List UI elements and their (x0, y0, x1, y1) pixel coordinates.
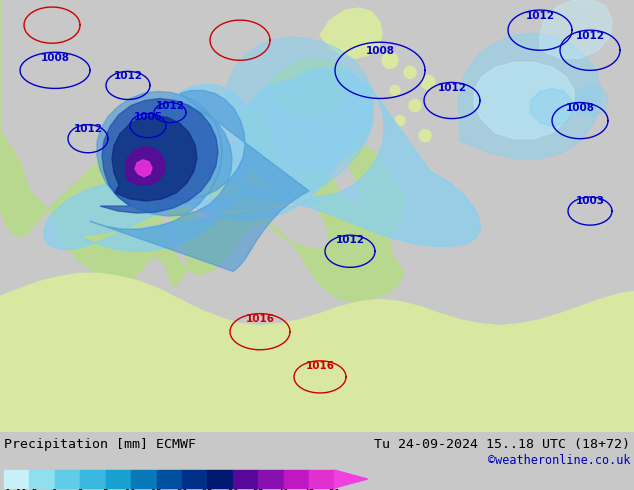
Bar (157, 470, 182, 488)
Text: 1012: 1012 (437, 83, 467, 93)
Polygon shape (574, 84, 608, 117)
Bar (207, 470, 233, 488)
Polygon shape (270, 58, 348, 117)
Polygon shape (0, 273, 634, 432)
Polygon shape (320, 8, 382, 58)
Text: 35: 35 (252, 489, 264, 490)
Text: Precipitation [mm] ECMWF: Precipitation [mm] ECMWF (4, 438, 196, 451)
Text: 1016: 1016 (245, 314, 275, 324)
Text: 0.1: 0.1 (4, 489, 22, 490)
Polygon shape (530, 89, 573, 126)
Bar (81, 470, 106, 488)
Text: 1012: 1012 (74, 124, 103, 134)
Text: 5: 5 (103, 489, 108, 490)
Polygon shape (0, 327, 634, 432)
Text: 30: 30 (227, 489, 238, 490)
Polygon shape (474, 62, 574, 139)
Polygon shape (0, 0, 405, 301)
Polygon shape (135, 160, 152, 177)
Polygon shape (125, 147, 165, 185)
Text: 1012: 1012 (113, 71, 143, 80)
Polygon shape (540, 0, 612, 58)
Polygon shape (334, 470, 368, 488)
Bar (258, 470, 283, 488)
Circle shape (390, 85, 400, 96)
Text: 0.5: 0.5 (20, 489, 38, 490)
Circle shape (395, 116, 405, 125)
Text: 1008: 1008 (41, 53, 70, 63)
Text: 1: 1 (52, 489, 58, 490)
Bar (182, 470, 207, 488)
Text: 1012: 1012 (155, 100, 184, 111)
Circle shape (382, 52, 398, 68)
Text: 20: 20 (176, 489, 188, 490)
Bar (131, 470, 157, 488)
Text: 1012: 1012 (335, 235, 365, 245)
Polygon shape (458, 33, 601, 159)
Bar (55, 470, 81, 488)
Text: 1016: 1016 (306, 361, 335, 370)
Text: 45: 45 (303, 489, 315, 490)
Polygon shape (160, 37, 374, 209)
Bar (106, 470, 131, 488)
Text: 15: 15 (151, 489, 162, 490)
Text: 25: 25 (202, 489, 213, 490)
Circle shape (404, 66, 416, 78)
Circle shape (421, 75, 435, 90)
Text: 10: 10 (125, 489, 137, 490)
Circle shape (419, 130, 431, 142)
Bar (4, 470, 29, 488)
Polygon shape (90, 91, 309, 271)
Text: 1012: 1012 (576, 31, 604, 41)
Bar (233, 470, 258, 488)
Text: Tu 24-09-2024 15..18 UTC (18+72): Tu 24-09-2024 15..18 UTC (18+72) (374, 438, 630, 451)
Text: 50: 50 (328, 489, 340, 490)
Polygon shape (100, 98, 218, 213)
Text: 1005: 1005 (134, 112, 162, 122)
Text: ©weatheronline.co.uk: ©weatheronline.co.uk (488, 454, 630, 467)
Circle shape (409, 99, 421, 112)
Text: 1008: 1008 (365, 46, 394, 56)
Text: 1008: 1008 (566, 103, 595, 113)
Text: 1012: 1012 (526, 11, 555, 21)
Polygon shape (44, 68, 480, 251)
Bar (29, 470, 55, 488)
Bar (283, 470, 309, 488)
Bar (309, 470, 334, 488)
Text: 40: 40 (278, 489, 290, 490)
Text: 1003: 1003 (576, 196, 604, 206)
Polygon shape (112, 116, 197, 201)
Text: 2: 2 (77, 489, 83, 490)
